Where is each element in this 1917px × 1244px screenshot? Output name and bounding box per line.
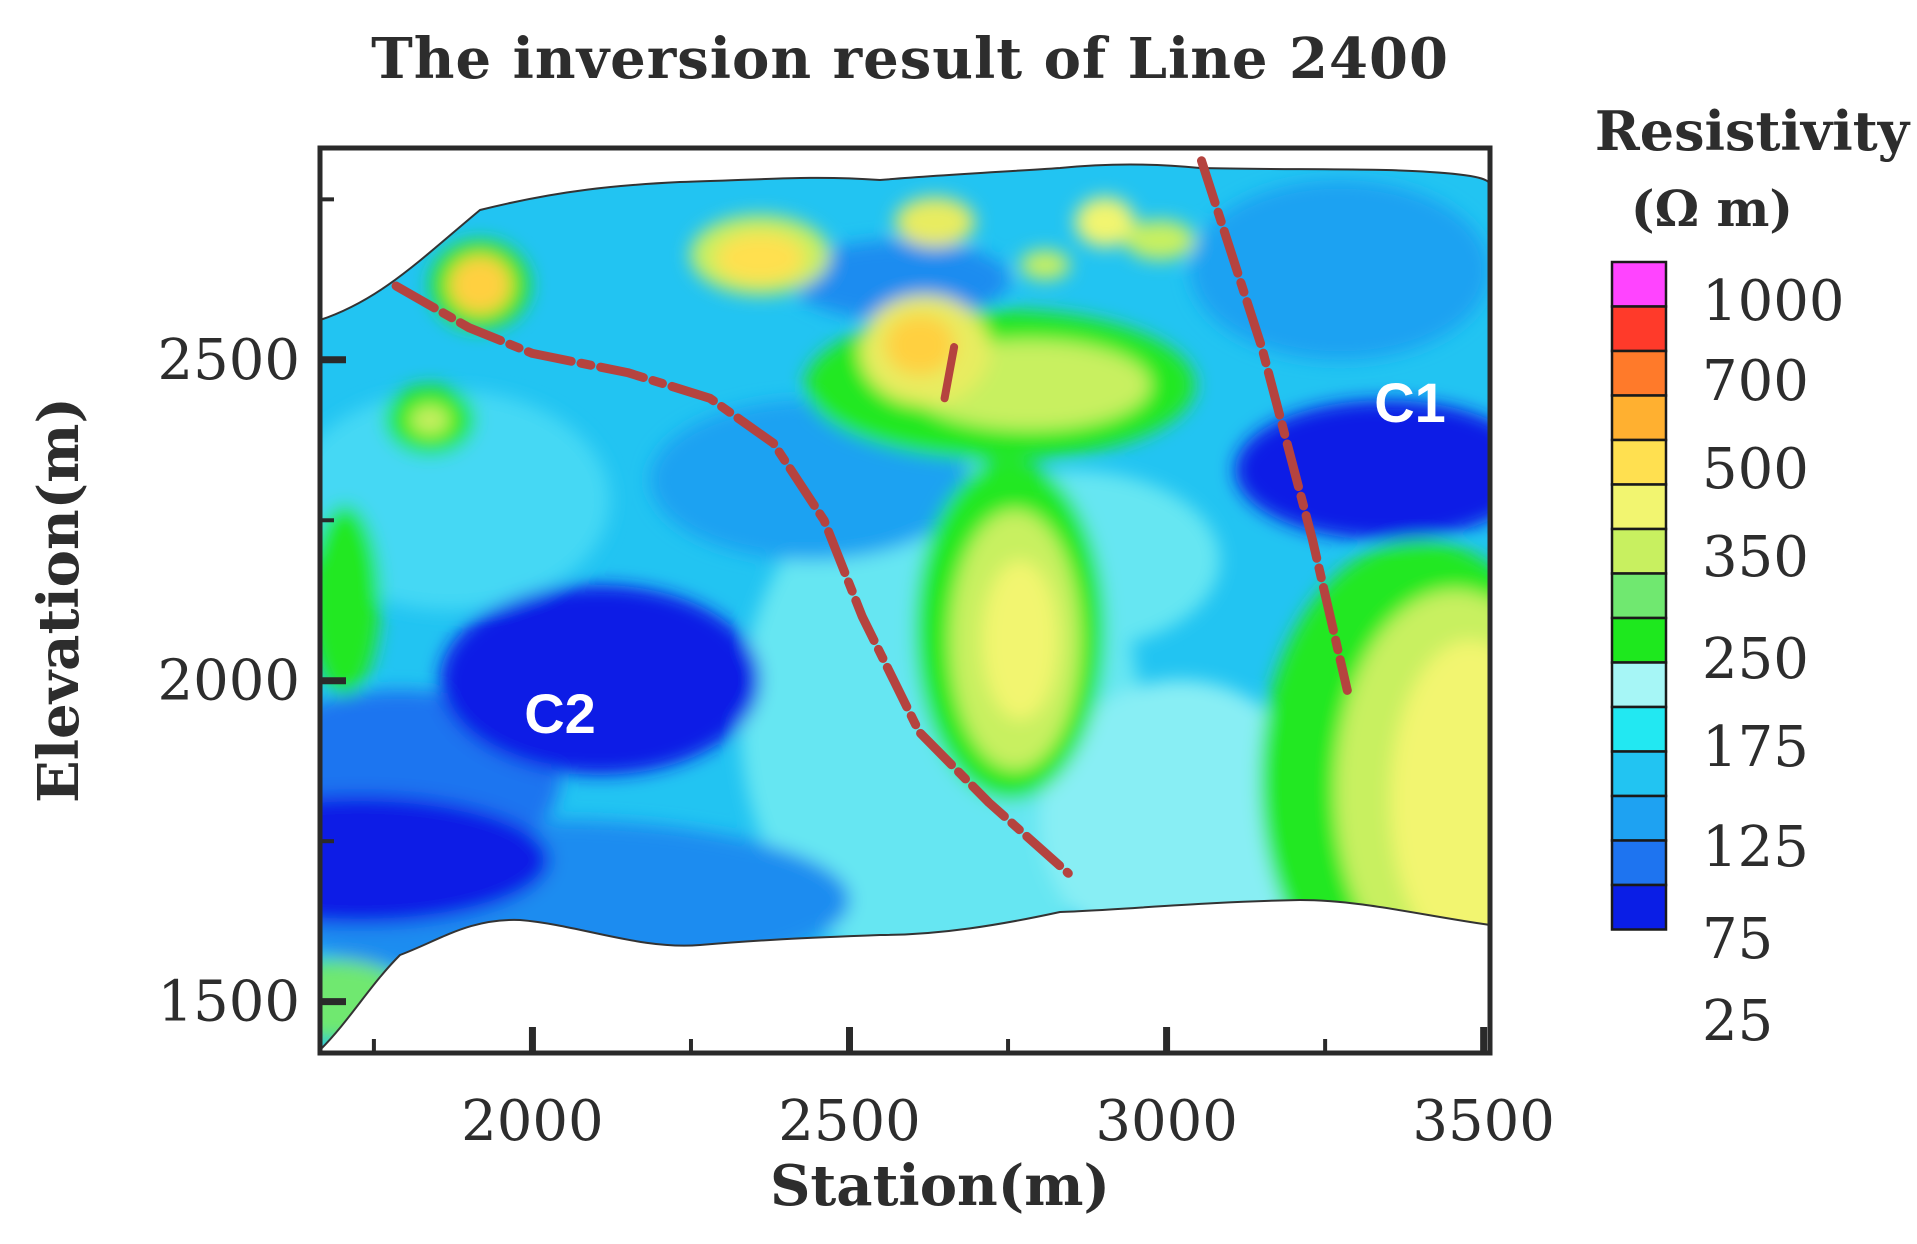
colorbar-tick-label: 700 — [1702, 349, 1809, 414]
y-tick-label: 1500 — [157, 970, 300, 1035]
fault-line — [1197, 156, 1352, 695]
fault-line — [940, 343, 959, 403]
anomaly-label-c2: C2 — [524, 682, 596, 745]
colorbar-tick-label: 125 — [1702, 815, 1809, 880]
colorbar-swatch — [1610, 616, 1668, 664]
chart-title: The inversion result of Line 2400 — [371, 26, 1449, 92]
colorbar-swatch — [1610, 839, 1668, 887]
colorbar-tick-label: 25 — [1702, 989, 1773, 1054]
x-tick-label: 2500 — [778, 1089, 921, 1154]
colorbar-swatch — [1610, 483, 1668, 531]
fault-line — [391, 281, 1073, 878]
anomaly-label-c1: C1 — [1374, 371, 1446, 434]
x-axis-label: Station(m) — [770, 1153, 1110, 1219]
colorbar-tick-label: 175 — [1702, 715, 1809, 780]
y-axis-label: Elevation(m) — [26, 397, 92, 803]
colorbar-swatch — [1610, 305, 1668, 353]
y-tick-label: 2000 — [157, 649, 300, 714]
colorbar: 1000 700 500 350 250 175 125 75 25 — [1610, 260, 1845, 1054]
colorbar-unit: (Ω m) — [1631, 179, 1793, 238]
y-tick-label: 2500 — [157, 328, 300, 393]
colorbar-swatch — [1610, 794, 1668, 842]
colorbar-swatch — [1610, 349, 1668, 397]
resistivity-section: C1 C2 — [320, 164, 1490, 1051]
section-outline — [319, 163, 1491, 1051]
colorbar-swatch — [1610, 438, 1668, 486]
x-axis-ticks: 2000 2500 3000 3500 — [371, 1027, 1555, 1154]
colorbar-swatch — [1610, 527, 1668, 575]
fault-lines — [391, 156, 1352, 878]
colorbar-tick-label: 350 — [1702, 525, 1809, 590]
colorbar-title: Resistivity — [1595, 99, 1911, 163]
colorbar-swatch — [1610, 705, 1668, 753]
colorbar-swatch — [1610, 750, 1668, 798]
colorbar-swatch — [1610, 572, 1668, 620]
colorbar-swatch — [1610, 260, 1668, 308]
colorbar-tick-label: 75 — [1702, 907, 1773, 972]
x-tick-label: 2000 — [461, 1089, 604, 1154]
colorbar-tick-label: 1000 — [1702, 269, 1845, 334]
plot-frame — [317, 145, 1493, 1056]
colorbar-swatch — [1610, 661, 1668, 709]
colorbar-swatch — [1610, 394, 1668, 442]
x-tick-label: 3000 — [1095, 1089, 1238, 1154]
colorbar-tick-label: 250 — [1702, 627, 1809, 692]
x-tick-label: 3500 — [1412, 1089, 1555, 1154]
colorbar-swatch — [1610, 883, 1668, 931]
y-axis-ticks: 1500 2000 2500 — [157, 197, 346, 1035]
colorbar-tick-label: 500 — [1702, 437, 1809, 502]
